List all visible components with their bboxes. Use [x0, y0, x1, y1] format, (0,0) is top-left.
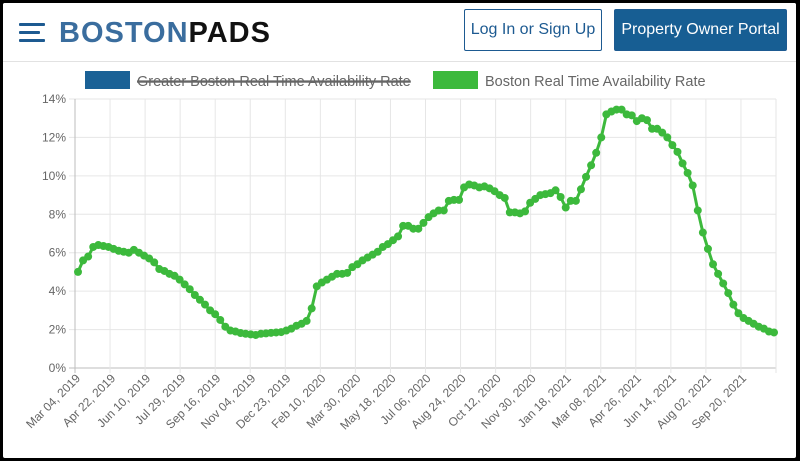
- y-tick-label: 8%: [49, 207, 67, 221]
- data-point[interactable]: [597, 133, 606, 142]
- data-point[interactable]: [587, 161, 596, 170]
- data-point[interactable]: [414, 224, 423, 233]
- data-point[interactable]: [419, 218, 428, 227]
- data-point[interactable]: [642, 116, 651, 125]
- data-point[interactable]: [673, 147, 682, 156]
- data-point[interactable]: [195, 295, 204, 304]
- property-owner-portal-button[interactable]: Property Owner Portal: [614, 9, 787, 51]
- data-point[interactable]: [216, 315, 225, 324]
- data-point[interactable]: [658, 128, 667, 137]
- data-point[interactable]: [719, 279, 728, 288]
- data-point[interactable]: [74, 267, 82, 276]
- data-point[interactable]: [521, 207, 530, 216]
- y-tick-label: 4%: [49, 284, 67, 298]
- data-point[interactable]: [582, 172, 591, 181]
- logo-text-boston: BOSTON: [59, 17, 189, 49]
- data-point[interactable]: [439, 206, 448, 215]
- data-point[interactable]: [190, 290, 199, 299]
- hamburger-menu-icon[interactable]: [19, 23, 45, 43]
- data-point[interactable]: [770, 328, 778, 337]
- data-point[interactable]: [150, 258, 159, 267]
- data-point[interactable]: [302, 316, 311, 325]
- logo-text-pads: PADS: [188, 17, 271, 49]
- legend-label-greater-boston[interactable]: Greater Boston Real Time Availability Ra…: [137, 74, 411, 90]
- data-point[interactable]: [688, 181, 697, 190]
- data-point[interactable]: [175, 275, 184, 284]
- data-point[interactable]: [561, 203, 570, 212]
- y-tick-label: 0%: [49, 361, 67, 375]
- data-point[interactable]: [307, 304, 316, 313]
- data-point[interactable]: [729, 300, 738, 309]
- data-point[interactable]: [500, 193, 509, 202]
- site-header: BOSTONPADS Log In or Sign Up Property Ow…: [3, 3, 796, 62]
- app-frame: BOSTONPADS Log In or Sign Up Property Ow…: [3, 3, 796, 458]
- data-point[interactable]: [556, 192, 565, 201]
- data-point[interactable]: [668, 141, 677, 150]
- data-point[interactable]: [683, 168, 692, 177]
- data-point[interactable]: [663, 133, 672, 142]
- data-point[interactable]: [455, 195, 464, 204]
- data-point[interactable]: [84, 252, 93, 261]
- data-point[interactable]: [592, 148, 601, 157]
- data-point[interactable]: [180, 280, 189, 289]
- data-point[interactable]: [698, 228, 707, 237]
- data-point[interactable]: [185, 285, 194, 294]
- legend-swatch-boston[interactable]: [433, 71, 478, 89]
- y-tick-label: 12%: [42, 130, 66, 144]
- login-signup-button[interactable]: Log In or Sign Up: [464, 9, 602, 51]
- data-point[interactable]: [734, 309, 743, 318]
- data-point[interactable]: [678, 159, 687, 168]
- data-point[interactable]: [703, 244, 712, 253]
- data-point[interactable]: [576, 185, 585, 194]
- data-point[interactable]: [714, 269, 723, 278]
- data-point[interactable]: [724, 289, 733, 298]
- data-point[interactable]: [709, 260, 718, 269]
- data-point[interactable]: [693, 206, 702, 215]
- y-tick-label: 6%: [49, 246, 67, 260]
- legend-swatch-greater-boston[interactable]: [85, 71, 130, 89]
- data-point[interactable]: [394, 232, 403, 241]
- y-tick-label: 10%: [42, 169, 66, 183]
- data-point[interactable]: [373, 247, 382, 256]
- data-point[interactable]: [211, 310, 220, 319]
- data-point[interactable]: [343, 268, 352, 277]
- data-point[interactable]: [617, 105, 626, 114]
- data-point[interactable]: [571, 196, 580, 205]
- y-tick-label: 2%: [49, 323, 67, 337]
- data-point[interactable]: [201, 300, 210, 309]
- y-tick-label: 14%: [42, 92, 66, 106]
- data-point[interactable]: [551, 186, 560, 195]
- bostonpads-logo[interactable]: BOSTONPADS: [59, 16, 271, 50]
- legend-label-boston[interactable]: Boston Real Time Availability Rate: [485, 74, 706, 90]
- data-point[interactable]: [627, 111, 636, 120]
